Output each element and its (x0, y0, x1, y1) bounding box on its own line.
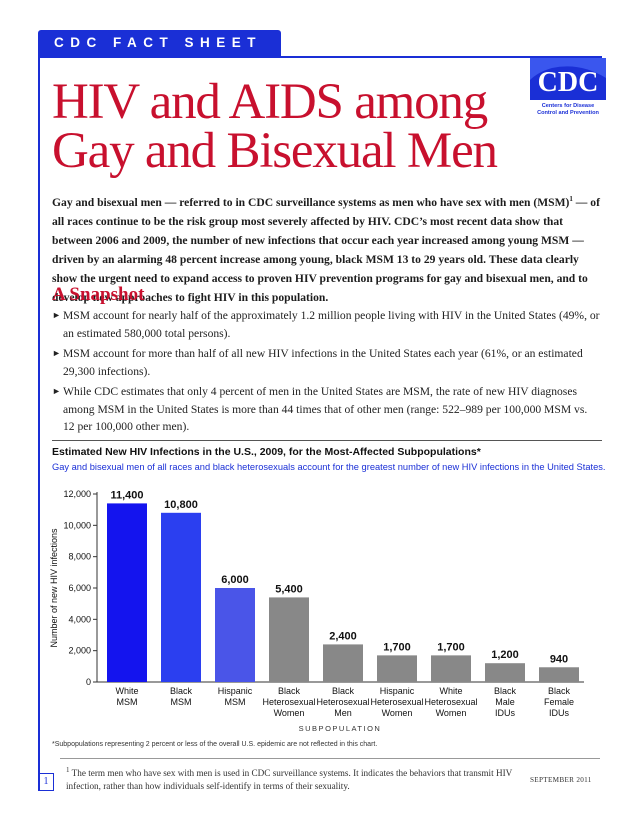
snapshot-bullet: ► MSM account for more than half of all … (52, 345, 600, 380)
bullet-text: While CDC estimates that only 4 percent … (63, 385, 588, 433)
bar (161, 512, 201, 682)
y-tick-label: 10,000 (63, 520, 91, 530)
footnote-text: The term men who have sex with men is us… (66, 768, 513, 792)
cdc-logo: CDC Centers for Disease Control and Prev… (530, 58, 606, 116)
x-category-label: Women (436, 708, 467, 718)
bar-chart: 0 2,000 4,000 6,000 8,000 10,000 12,000 Number … (49, 489, 584, 733)
y-tick-label: 0 (86, 677, 91, 687)
bar (215, 588, 255, 682)
frame-left-rule (38, 56, 40, 791)
y-tick-label: 12,000 (63, 489, 91, 499)
x-category-label: Black (332, 686, 355, 696)
page-title: HIV and AIDS among Gay and Bisexual Men (52, 77, 522, 179)
x-category-label: Women (274, 708, 305, 718)
y-tick-label: 2,000 (68, 646, 91, 656)
x-category-label: Heterosexual (262, 697, 315, 707)
chart-subtitle: Gay and bisexual men of all races and bl… (52, 462, 606, 472)
x-category-label: White (115, 686, 138, 696)
intro-part-1: Gay and bisexual men — referred to in CD… (52, 195, 570, 209)
bar-value-label: 11,400 (110, 489, 143, 501)
fact-sheet-banner: CDC FACT SHEET (38, 30, 281, 56)
snapshot-heading: A Snapshot (52, 284, 145, 305)
bullet-text: MSM account for nearly half of the appro… (63, 309, 600, 340)
intro-paragraph: Gay and bisexual men — referred to in CD… (52, 190, 600, 307)
snapshot-bullet: ► While CDC estimates that only 4 percen… (52, 383, 600, 436)
bar (269, 597, 309, 682)
bar (485, 663, 525, 682)
footnote-text-block: 1 The term men who have sex with men is … (66, 764, 526, 793)
bar-value-label: 1,200 (491, 649, 519, 661)
chart-footnote: *Subpopulations representing 2 percent o… (52, 741, 378, 748)
bullet-arrow-icon: ► (52, 348, 61, 358)
x-category-label: MSM (117, 697, 138, 707)
logo-text: CDC (538, 67, 599, 98)
bar-value-label: 6,000 (221, 574, 249, 586)
x-category-label: Female (544, 697, 574, 707)
y-tick-label: 6,000 (68, 583, 91, 593)
bar-value-label: 1,700 (383, 641, 411, 653)
x-category-label: Black (278, 686, 301, 696)
footnote-number: 1 (66, 766, 70, 774)
x-axis-label: SUBPOPULATION (299, 724, 382, 733)
page-number: 1 (38, 773, 54, 791)
y-axis-label: Number of new HIV infections (49, 528, 59, 648)
x-category-label: Heterosexual (370, 697, 423, 707)
bar-value-label: 10,800 (164, 499, 198, 511)
x-category-label: IDUs (495, 708, 515, 718)
bar (323, 644, 363, 682)
bar-value-label: 1,700 (437, 641, 465, 653)
x-category-label: White (439, 686, 462, 696)
x-category-label: IDUs (549, 708, 569, 718)
title-line-1: HIV and AIDS among (52, 74, 488, 130)
bullet-arrow-icon: ► (52, 386, 61, 396)
intro-part-2: — of all races continue to be the risk g… (52, 195, 600, 304)
banner-text: CDC FACT SHEET (54, 35, 263, 50)
x-category-label: Hispanic (218, 686, 253, 696)
x-category-label: Heterosexual (424, 697, 477, 707)
bar-value-label: 2,400 (329, 630, 357, 642)
bar (539, 667, 579, 682)
y-tick-label: 8,000 (68, 552, 91, 562)
x-category-label: Black (494, 686, 517, 696)
snapshot-bullet: ► MSM account for nearly half of the app… (52, 307, 600, 342)
logo-line2: Control and Prevention (537, 110, 599, 116)
logo-line1: Centers for Disease (542, 103, 595, 109)
y-tick-label: 4,000 (68, 614, 91, 624)
x-category-label: Heterosexual (316, 697, 369, 707)
x-category-label: MSM (171, 697, 192, 707)
x-category-label: Men (334, 708, 352, 718)
x-category-label: Black (170, 686, 193, 696)
bar-value-label: 940 (550, 653, 568, 665)
x-category-label: Male (495, 697, 515, 707)
bar (107, 503, 147, 682)
bar (377, 655, 417, 682)
footnote-rule (60, 758, 600, 759)
bar-value-label: 5,400 (275, 583, 303, 595)
bullet-text: MSM account for more than half of all ne… (63, 347, 583, 378)
chart-top-rule (52, 440, 602, 441)
publication-date: SEPTEMBER 2011 (530, 776, 592, 784)
x-category-label: Hispanic (380, 686, 415, 696)
x-category-label: MSM (225, 697, 246, 707)
x-category-label: Black (548, 686, 571, 696)
bar (431, 655, 471, 682)
intro-footnote-ref: 1 (569, 195, 573, 203)
chart-title: Estimated New HIV Infections in the U.S.… (52, 446, 481, 458)
title-line-2: Gay and Bisexual Men (52, 123, 498, 179)
bullet-arrow-icon: ► (52, 310, 61, 320)
frame-top-rule (38, 56, 602, 58)
x-category-label: Women (382, 708, 413, 718)
